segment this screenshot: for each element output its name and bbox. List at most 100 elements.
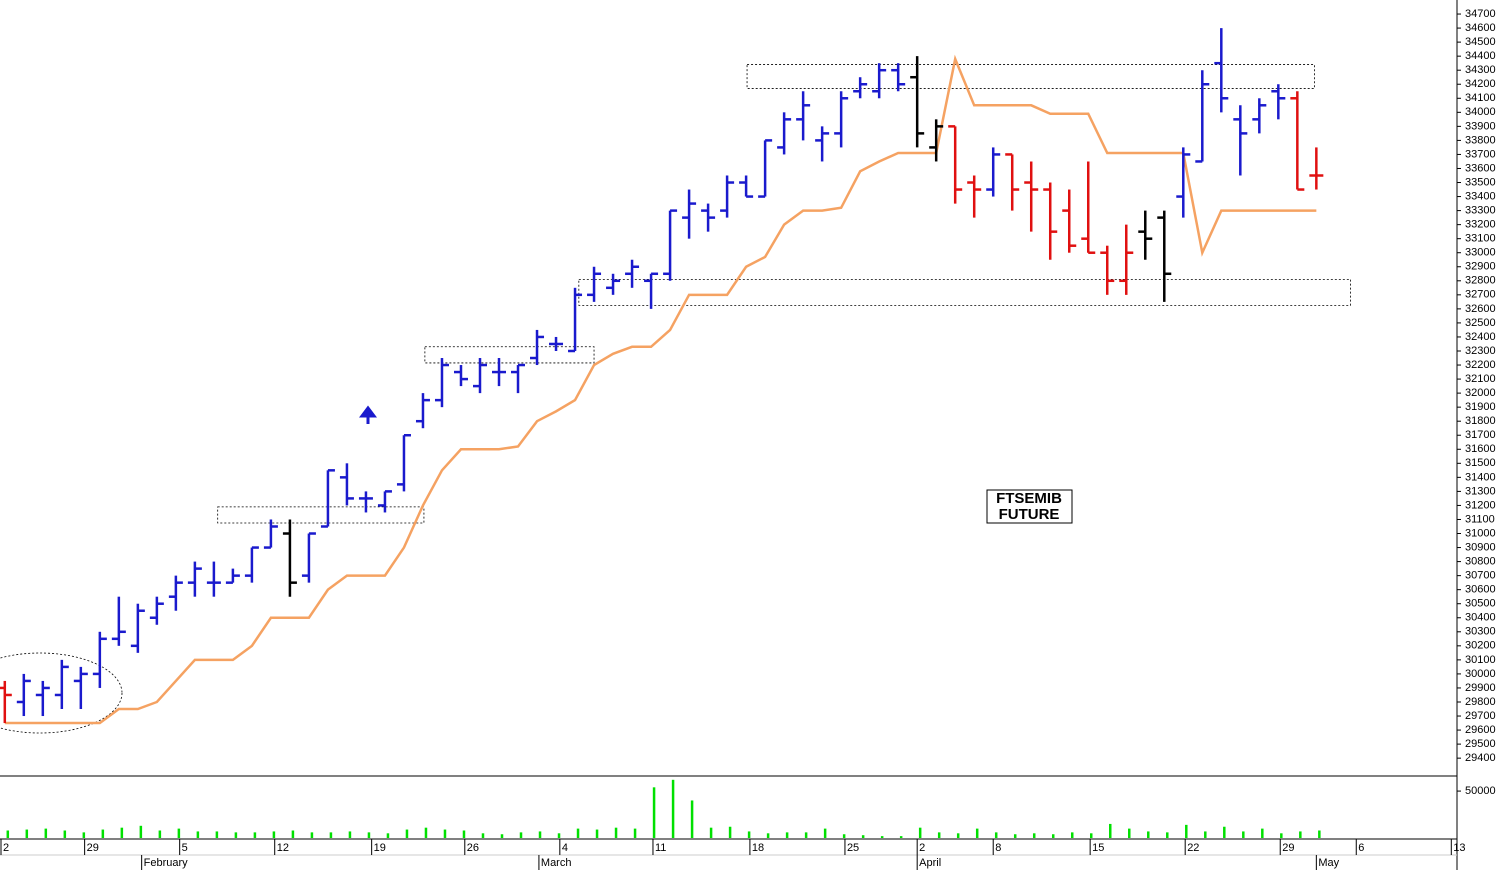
y-tick-label: 32800 [1465,275,1496,287]
x-tick-label: 29 [1282,842,1294,854]
up-arrow [359,405,377,424]
annotation-text: FUTURE [999,506,1060,523]
y-tick-label: 31600 [1465,443,1496,455]
volume-bar [633,828,637,838]
y-tick-label: 33200 [1465,219,1496,231]
y-tick-label: 31800 [1465,415,1496,427]
volume-bar [25,829,29,838]
volume-bar [101,829,105,838]
volume-bar [861,835,865,838]
volume-bar [842,834,846,838]
y-tick-label: 31000 [1465,527,1496,539]
x-tick-label: 2 [919,842,925,854]
y-tick-label: 33700 [1465,148,1496,160]
volume-bar [1261,828,1264,838]
x-tick-label: 12 [277,842,289,854]
volume-bar [766,833,770,838]
y-tick-label: 29800 [1465,696,1496,708]
volume-bar [82,832,86,838]
y-tick-label: 31400 [1465,471,1496,483]
volume-bar [899,836,903,838]
y-tick-label: 30000 [1465,668,1496,680]
y-tick-label: 32500 [1465,317,1496,329]
y-tick-label: 34400 [1465,50,1496,62]
volume-bar [937,832,941,838]
y-tick-label: 30700 [1465,570,1496,582]
volume-bar [6,830,10,838]
volume-bar [310,832,314,838]
volume-bar [386,833,390,838]
volume-bar [804,832,808,838]
y-tick-label: 33500 [1465,176,1496,188]
x-tick-label: 4 [562,842,568,854]
y-tick-label: 32000 [1465,387,1496,399]
x-tick-label: 8 [995,842,1001,854]
x-tick-label: 5 [182,842,188,854]
volume-bar [1089,833,1093,838]
volume-bar [291,830,295,838]
volume-bar [823,828,827,838]
volume-bar [975,828,979,838]
y-tick-label: 33800 [1465,134,1496,146]
y-tick-label: 32300 [1465,345,1496,357]
annotation-text: FTSEMIB [996,490,1062,507]
volume-bar [1032,833,1036,838]
volume-bar [1280,833,1283,838]
volume-bar [253,832,257,838]
y-tick-label: 34700 [1465,8,1496,20]
volume-bar [690,800,694,838]
y-tick-label: 30300 [1465,626,1496,638]
volume-bar [329,832,333,838]
month-label: March [541,857,572,869]
y-tick-label: 30500 [1465,598,1496,610]
volume-bar [348,831,352,838]
volume-bar [918,827,922,838]
volume-bar [44,828,48,838]
y-tick-label: 32400 [1465,331,1496,343]
x-tick-label: 19 [374,842,386,854]
volume-bar [880,836,884,838]
volume-bar [158,830,162,838]
y-tick-label: 34100 [1465,92,1496,104]
y-tick-label: 29500 [1465,738,1496,750]
y-tick-label: 32700 [1465,289,1496,301]
volume-bar [139,825,143,838]
y-tick-label: 32600 [1465,303,1496,315]
y-tick-label: 31200 [1465,499,1496,511]
volume-bar [234,832,238,838]
stop-line [4,54,1317,725]
x-tick-label: 13 [1453,842,1465,854]
volume-bar [1242,831,1245,838]
volume-bar [443,829,447,838]
volume-bar [1185,824,1188,838]
y-tick-label: 33600 [1465,162,1496,174]
volume-bar [1147,831,1150,838]
y-tick-label: 34600 [1465,22,1496,34]
volume-bar [671,779,675,838]
y-tick-label: 34500 [1465,36,1496,48]
zone [578,278,1351,306]
volume-bar [500,834,504,838]
volume-bar [215,831,219,838]
zone [217,506,425,524]
y-tick-label: 33100 [1465,233,1496,245]
volume-bar [614,827,618,838]
x-tick-label: 26 [467,842,479,854]
volume-bar [652,787,656,838]
volume-bar [120,827,124,838]
highlight-ellipse [0,652,123,734]
y-tick-label: 33400 [1465,190,1496,202]
x-tick-label: 25 [847,842,859,854]
volume-bar [196,831,200,838]
volume-bar [1070,832,1074,838]
volume-bar [177,828,181,838]
volume-bar [747,831,751,838]
volume-bar [1299,831,1302,838]
volume-bar [1204,831,1207,838]
volume-bar [424,827,428,838]
month-label: April [919,857,941,869]
volume-bar [405,829,409,838]
volume-bar [1223,826,1226,838]
